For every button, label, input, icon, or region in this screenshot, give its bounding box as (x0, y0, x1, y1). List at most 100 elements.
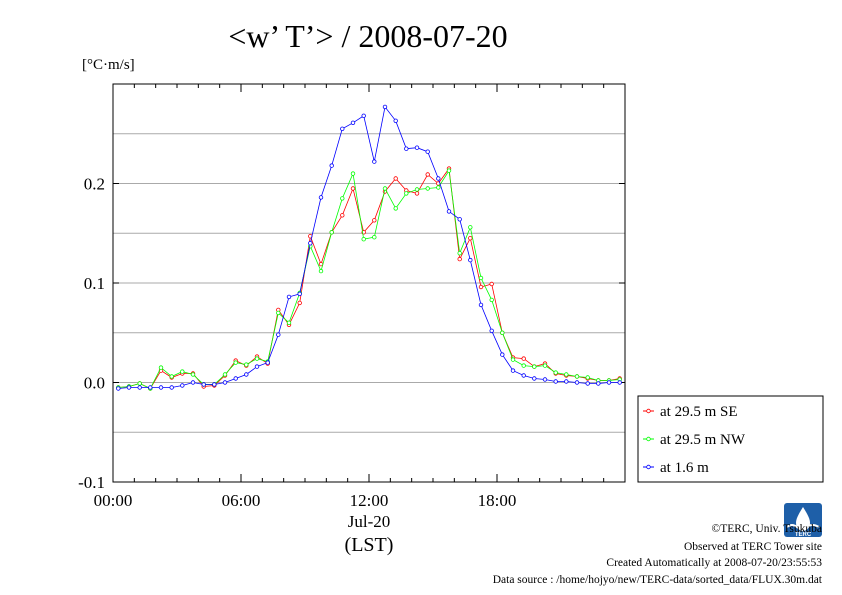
series-line (118, 169, 620, 390)
data-point (425, 149, 430, 154)
data-point (393, 118, 398, 123)
data-point (414, 187, 420, 192)
y-tick-label: 0.1 (84, 274, 105, 293)
legend-swatch-marker (646, 408, 651, 414)
series-line (118, 105, 620, 389)
data-point (297, 300, 302, 306)
data-point (329, 230, 334, 235)
data-point (169, 374, 174, 379)
data-point (510, 357, 516, 362)
series-3 (116, 104, 622, 391)
data-point (425, 172, 430, 177)
data-point (276, 310, 281, 316)
data-point (286, 294, 292, 300)
data-point (404, 191, 409, 196)
data-point (606, 380, 612, 385)
data-point (532, 364, 537, 369)
data-point (564, 379, 569, 384)
data-point (137, 381, 142, 386)
data-point (468, 235, 473, 241)
data-point (244, 372, 249, 377)
data-series (116, 104, 622, 391)
legend-swatch-marker (646, 436, 651, 442)
data-point (212, 382, 217, 387)
data-point (244, 362, 249, 367)
site-text: Observed at TERC Tower site (684, 541, 822, 553)
data-point (478, 284, 484, 290)
y-axis-unit-label: [°C·m/s] (82, 57, 135, 73)
legend-label: at 29.5 m SE (660, 404, 738, 420)
created-text: Created Automatically at 2008-07-20/23:5… (606, 557, 822, 569)
data-point (468, 257, 473, 263)
data-point (574, 380, 580, 385)
legend-swatch-marker (646, 464, 651, 470)
data-point (457, 256, 462, 262)
x-tick-label: 00:00 (94, 491, 133, 510)
data-point (574, 374, 580, 379)
data-point (318, 195, 324, 200)
data-point (446, 209, 452, 214)
data-point (180, 383, 185, 388)
chart-title: <w’ T’> / 2008-07-20 (228, 18, 507, 54)
terc-logo: TERC (784, 503, 822, 538)
grid-lines (113, 133, 625, 433)
data-point (478, 302, 484, 308)
water-drop-icon (796, 507, 810, 531)
y-tick-label: -0.1 (78, 473, 105, 492)
data-point (137, 385, 142, 390)
y-tick-label: 0.0 (84, 374, 105, 393)
data-point (521, 356, 526, 361)
data-point (542, 363, 548, 368)
data-point (596, 381, 601, 386)
data-point (286, 320, 292, 325)
wave-icon (786, 524, 820, 530)
data-point (265, 360, 270, 365)
data-point (468, 225, 473, 230)
copyright-text: ©TERC, Univ. Tsukuba (712, 523, 822, 535)
data-point (414, 145, 420, 150)
data-point (446, 168, 452, 173)
data-point (350, 186, 356, 191)
data-point (318, 268, 324, 274)
data-point (478, 275, 484, 281)
data-point (190, 380, 196, 385)
data-point (201, 382, 206, 387)
data-point (414, 191, 420, 196)
data-point (254, 364, 260, 369)
x-axis-date-label: Jul-20 (348, 512, 391, 531)
data-point (532, 376, 537, 381)
logo-text: TERC (795, 532, 812, 538)
data-point (329, 163, 334, 168)
data-point (372, 218, 377, 223)
data-point (436, 176, 441, 181)
data-point (393, 176, 398, 181)
y-tick-label: 0.2 (84, 175, 105, 194)
data-point (457, 250, 462, 256)
data-point (553, 370, 558, 375)
data-point (158, 385, 164, 390)
data-point (361, 113, 366, 118)
data-point (500, 330, 505, 335)
data-point (617, 380, 622, 385)
data-point (222, 380, 228, 385)
data-point (169, 385, 174, 390)
data-point (308, 240, 313, 246)
data-point (297, 291, 302, 297)
data-point (542, 377, 548, 382)
data-point (372, 159, 377, 164)
x-tick-label: 12:00 (350, 491, 389, 510)
data-point (436, 185, 441, 190)
data-point (180, 369, 185, 374)
data-point (553, 379, 558, 384)
data-point (404, 146, 409, 151)
data-point (521, 373, 526, 378)
data-point (340, 213, 345, 218)
data-point (116, 386, 121, 391)
data-point (340, 196, 345, 201)
data-point (350, 171, 356, 176)
series-1 (116, 166, 622, 391)
axis-ticks: -0.1 0.0 0.1 0.2 00:00 06:00 12:00 18:00 (78, 84, 626, 510)
legend: at 29.5 m SE at 29.5 m NW at 1.6 m (637, 395, 824, 483)
data-point (254, 356, 260, 361)
